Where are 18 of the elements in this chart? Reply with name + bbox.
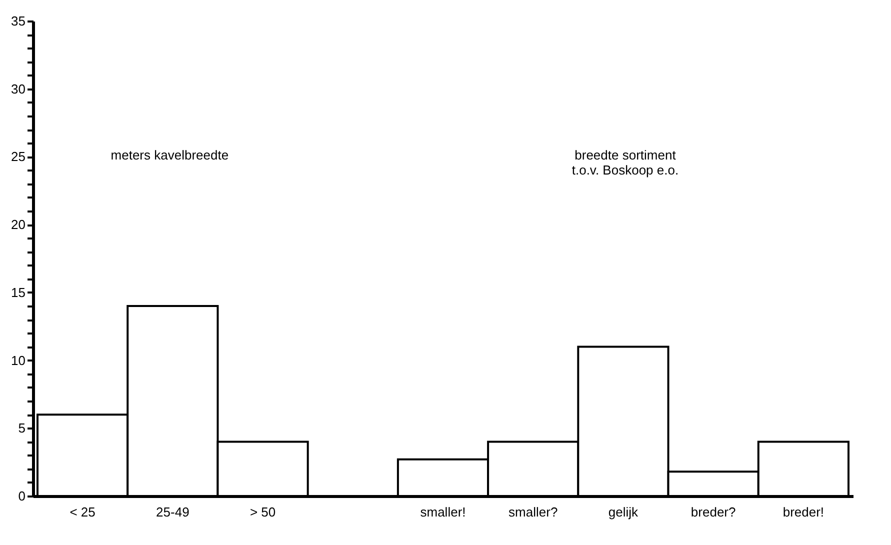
annotation: meters kavelbreedte — [110, 147, 229, 162]
y-tick-label: 0 — [18, 488, 26, 504]
y-tick-label: 25 — [11, 149, 26, 164]
x-tick-label: < 25 — [70, 504, 96, 520]
y-tick-label: 20 — [11, 217, 26, 232]
x-tick-label: > 50 — [250, 504, 276, 520]
y-tick-label: 10 — [11, 352, 26, 368]
y-tick-label: 35 — [11, 14, 26, 28]
x-tick-label: smaller! — [420, 504, 466, 520]
y-tick-label: 15 — [11, 284, 26, 300]
x-tick-label: breder? — [690, 504, 736, 520]
x-tick-label: smaller? — [508, 504, 558, 520]
y-tick-label: 30 — [11, 81, 26, 96]
x-tick-label: 25-49 — [156, 504, 190, 520]
x-tick-label: breder! — [782, 504, 824, 520]
annotation: breedte sortiment t.o.v. Boskoop e.o. — [572, 147, 679, 178]
y-tick-label: 5 — [18, 420, 26, 436]
x-tick-label: gelijk — [608, 504, 639, 520]
